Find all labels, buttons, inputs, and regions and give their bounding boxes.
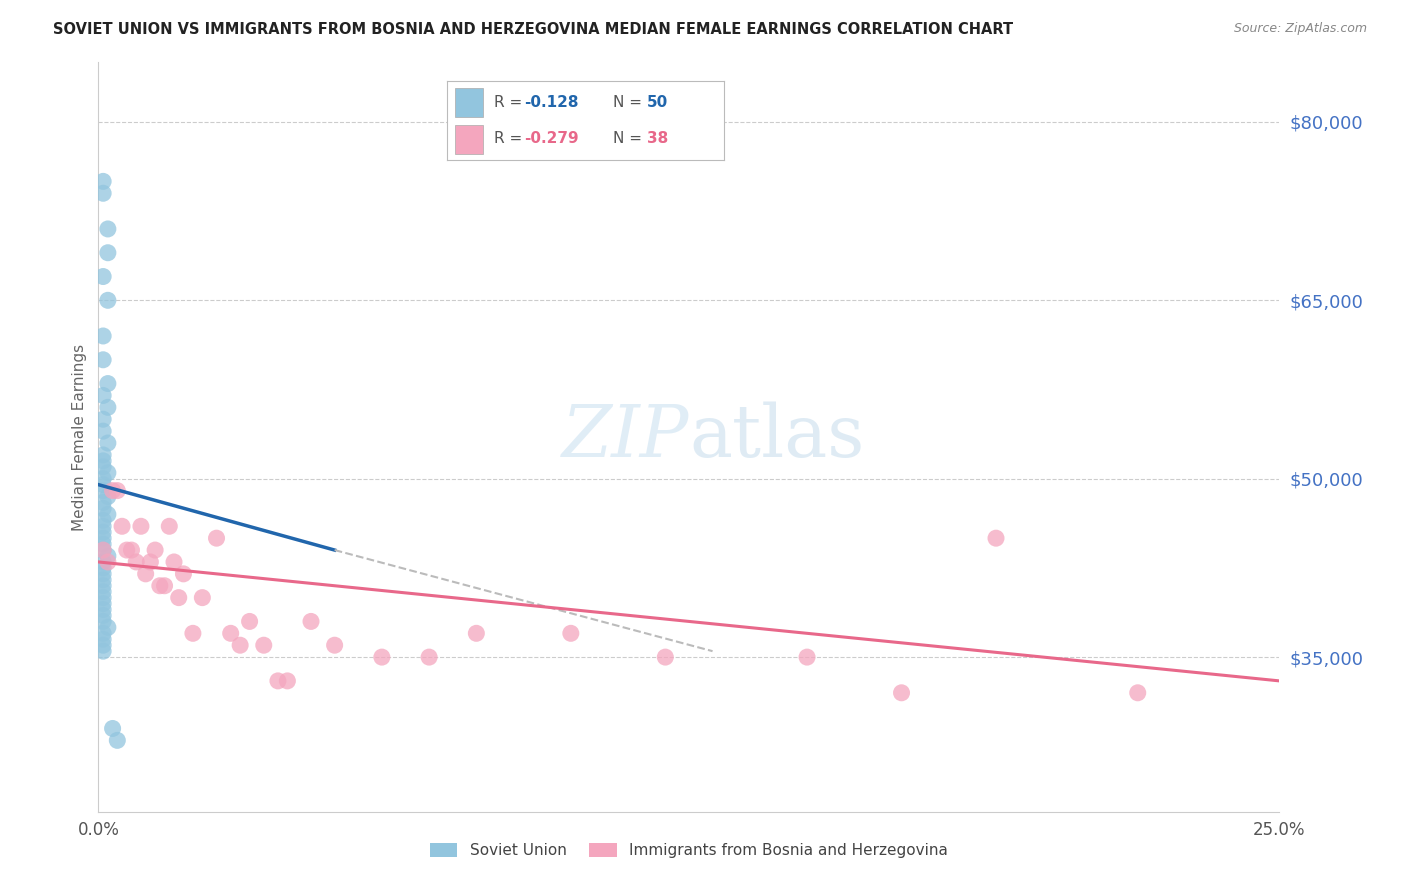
Legend: Soviet Union, Immigrants from Bosnia and Herzegovina: Soviet Union, Immigrants from Bosnia and… [423,837,955,864]
Point [97,466,120,480]
Point [219,626,242,640]
Point [984,531,1007,545]
Point [115,543,138,558]
Point [91,644,114,658]
Point [91,561,114,575]
Point [91,519,114,533]
Point [143,543,166,558]
Point [129,519,152,533]
Point [91,525,114,540]
Point [229,638,252,652]
Point [267,673,290,688]
Point [91,597,114,611]
Point [91,472,114,486]
Point [560,626,582,640]
Point [91,543,114,558]
Point [91,566,114,581]
Point [91,459,114,474]
Text: Source: ZipAtlas.com: Source: ZipAtlas.com [1233,22,1367,36]
Point [91,412,114,426]
Point [1126,686,1149,700]
Point [181,626,204,640]
Point [101,722,124,736]
Point [91,513,114,527]
Point [91,448,114,462]
Point [91,555,114,569]
Point [239,615,262,629]
Text: ZIP: ZIP [561,401,689,473]
Point [97,376,120,391]
Point [97,245,120,260]
Point [91,591,114,605]
Y-axis label: Median Female Earnings: Median Female Earnings [72,343,87,531]
Point [91,424,114,438]
Point [371,650,394,665]
Point [91,352,114,367]
Point [91,615,114,629]
Point [97,508,120,522]
Point [654,650,676,665]
Text: SOVIET UNION VS IMMIGRANTS FROM BOSNIA AND HERZEGOVINA MEDIAN FEMALE EARNINGS CO: SOVIET UNION VS IMMIGRANTS FROM BOSNIA A… [53,22,1014,37]
Point [172,566,194,581]
Point [91,608,114,623]
Point [91,543,114,558]
Point [890,686,912,700]
Point [105,733,128,747]
Point [97,293,120,308]
Point [167,591,190,605]
Point [91,495,114,509]
Point [91,483,114,498]
Point [91,632,114,647]
Point [121,543,143,558]
Point [125,555,148,569]
Point [101,483,124,498]
Point [91,602,114,616]
Point [111,519,134,533]
Point [91,388,114,402]
Point [97,620,120,634]
Point [163,555,186,569]
Point [91,584,114,599]
Point [323,638,346,652]
Point [97,490,120,504]
Point [418,650,440,665]
Point [91,573,114,587]
Point [135,566,157,581]
Point [205,531,228,545]
Point [139,555,162,569]
Point [91,537,114,551]
Point [91,454,114,468]
Point [91,269,114,284]
Point [97,549,120,563]
Point [299,615,322,629]
Point [465,626,488,640]
Point [253,638,276,652]
Point [97,401,120,415]
Point [97,555,120,569]
Point [91,186,114,201]
Point [91,174,114,188]
Point [97,436,120,450]
Point [91,579,114,593]
Point [149,579,172,593]
Text: atlas: atlas [689,401,865,473]
Point [91,501,114,516]
Point [191,591,214,605]
Point [97,222,120,236]
Point [91,638,114,652]
Point [157,519,180,533]
Point [91,477,114,491]
Point [91,329,114,343]
Point [91,531,114,545]
Point [105,483,128,498]
Point [91,626,114,640]
Point [153,579,176,593]
Point [276,673,298,688]
Point [796,650,818,665]
